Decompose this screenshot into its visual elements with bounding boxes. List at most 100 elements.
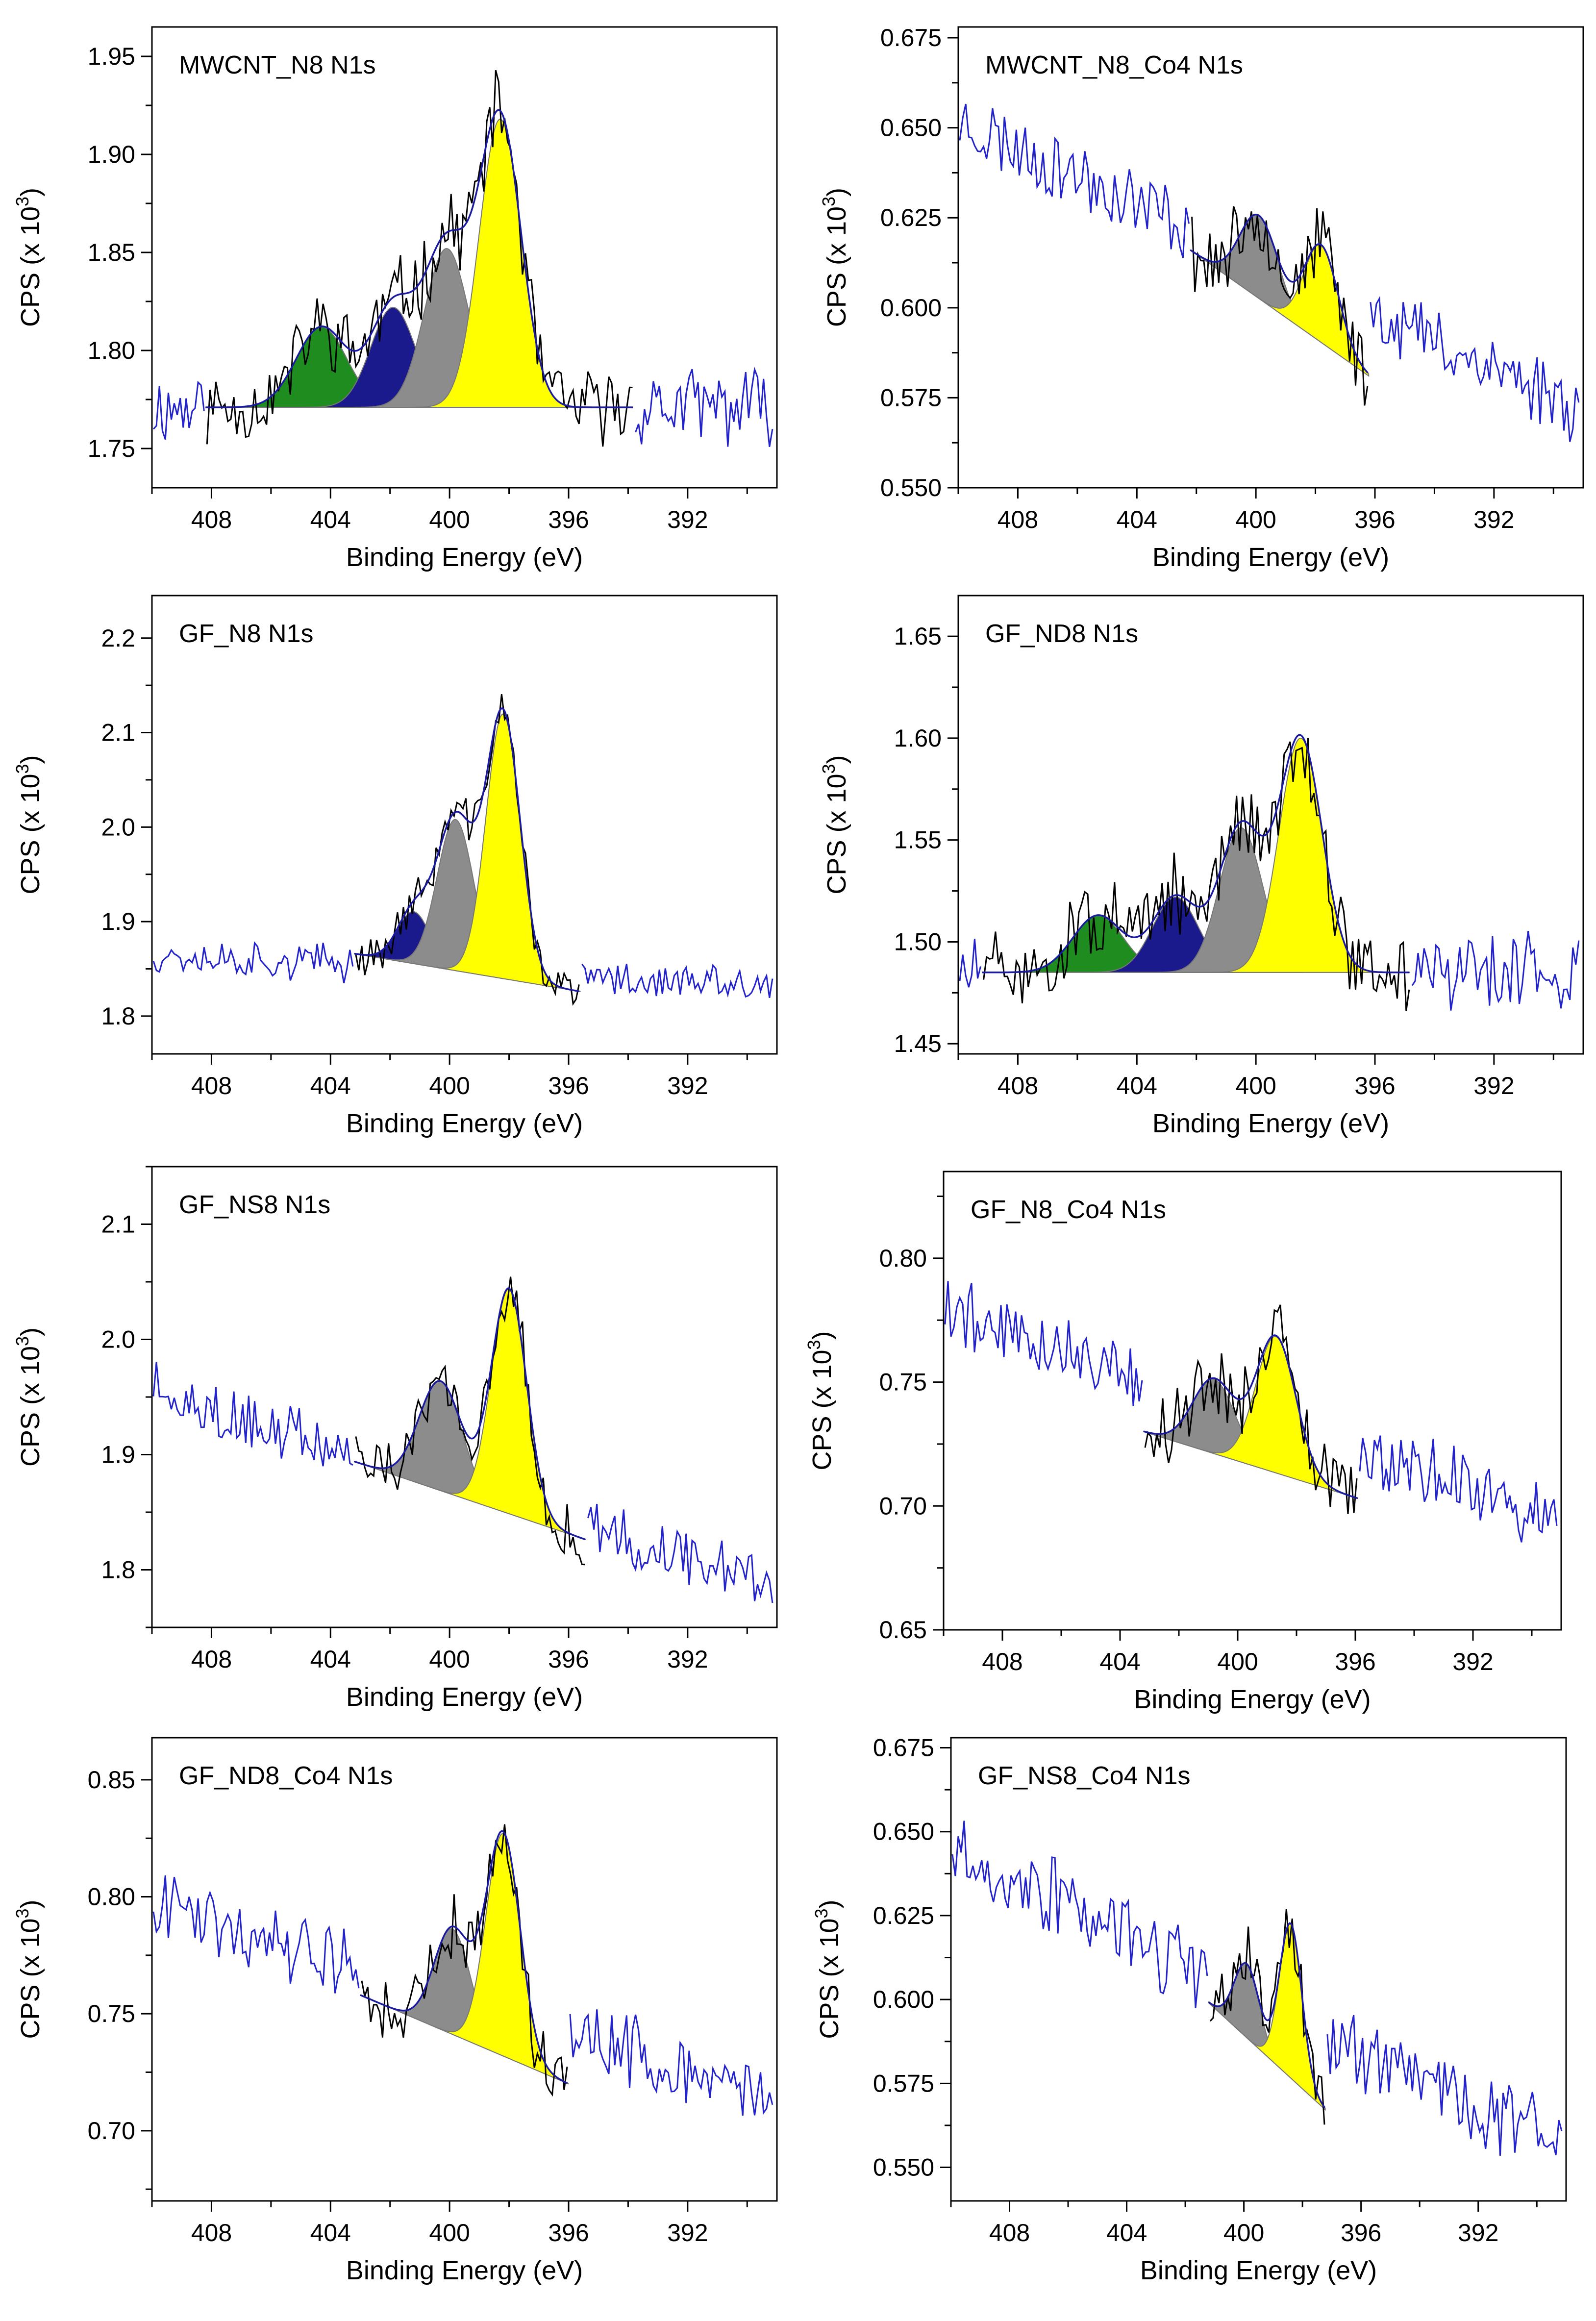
x-tick-label: 392	[667, 506, 708, 533]
y-tick-label: 1.8	[101, 1556, 135, 1584]
x-axis-title: Binding Energy (eV)	[1134, 1685, 1371, 1714]
plot-area-4	[959, 734, 1580, 1011]
x-tick-label: 400	[1235, 1072, 1276, 1099]
raw-spectrum-fit-window	[1191, 206, 1369, 406]
fit-envelope	[1208, 1922, 1326, 2108]
x-axis-title: Binding Energy (eV)	[346, 2256, 583, 2285]
plot-area-6	[944, 1281, 1558, 1543]
y-tick-label: 0.85	[88, 1766, 135, 1794]
x-tick-label: 396	[1354, 506, 1395, 533]
x-tick-label: 404	[1117, 1072, 1157, 1099]
raw-spectrum-right	[1326, 2015, 1563, 2156]
x-tick-label: 408	[989, 2219, 1030, 2246]
x-tick-label: 396	[548, 506, 589, 533]
raw-spectrum-left	[959, 939, 981, 988]
plot-area-7	[152, 1824, 773, 2116]
x-tick-label: 408	[191, 506, 232, 533]
y-tick-label: 2.2	[101, 624, 135, 652]
x-tick-label: 404	[1106, 2219, 1147, 2246]
x-tick-label: 400	[429, 506, 470, 533]
x-tick-label: 396	[548, 1072, 589, 1099]
raw-spectrum-left	[944, 1281, 1143, 1406]
x-tick-label: 400	[429, 2219, 470, 2246]
raw-spectrum-left	[152, 1362, 353, 1467]
raw-spectrum-left	[152, 941, 354, 983]
raw-spectrum-left	[959, 103, 1190, 258]
y-tick-label: 0.625	[880, 204, 942, 231]
fit-envelope	[354, 707, 580, 993]
y-tick-label: 0.80	[88, 1883, 135, 1911]
x-tick-label: 408	[191, 1646, 232, 1673]
y-axis-title: CPS (x 103)	[819, 188, 851, 327]
y-axis-title: CPS (x 103)	[804, 1331, 837, 1470]
plot-area-1	[152, 70, 773, 447]
y-axis-title: CPS (x 103)	[12, 1899, 45, 2039]
y-tick-label: 1.90	[88, 141, 135, 168]
fit-envelope	[1190, 213, 1369, 374]
y-tick-label: 0.65	[879, 1616, 927, 1644]
y-tick-label: 1.75	[88, 435, 135, 462]
plot-area-3	[152, 694, 773, 1006]
y-tick-label: 0.75	[88, 2000, 135, 2027]
y-tick-label: 1.50	[894, 928, 942, 955]
x-tick-label: 400	[429, 1646, 470, 1673]
panel-title: GF_NS8_Co4 N1s	[978, 1762, 1191, 1790]
raw-spectrum-fit-window	[355, 1276, 585, 1566]
x-tick-label: 404	[310, 2219, 351, 2246]
y-tick-label: 0.600	[873, 1986, 934, 2013]
fit-envelope	[205, 109, 633, 408]
y-tick-label: 0.550	[880, 474, 942, 501]
raw-spectrum-fit-window	[1144, 1304, 1358, 1515]
plot-area-5	[152, 1276, 773, 1603]
plot-frame	[957, 26, 1584, 489]
x-tick-label: 396	[1341, 2219, 1381, 2246]
x-tick-label: 400	[1223, 2219, 1264, 2246]
fit-peak-N1	[383, 118, 617, 408]
x-axis-title: Binding Energy (eV)	[1152, 1109, 1389, 1138]
panel-title: GF_ND8_Co4 N1s	[179, 1762, 393, 1790]
y-tick-label: 1.8	[101, 1002, 135, 1030]
x-tick-label: 392	[1473, 1072, 1514, 1099]
panel-title: GF_N8 N1s	[179, 620, 314, 648]
x-tick-label: 400	[1217, 1648, 1258, 1675]
x-axis-title: Binding Energy (eV)	[1140, 2256, 1377, 2285]
x-tick-label: 404	[310, 1646, 351, 1673]
x-tick-label: 400	[429, 1072, 470, 1099]
x-tick-label: 392	[667, 1646, 708, 1673]
y-tick-label: 1.9	[101, 908, 135, 935]
panel-title: GF_NS8 N1s	[179, 1191, 330, 1219]
x-axis-title: Binding Energy (eV)	[1152, 543, 1389, 572]
fit-peak-N1	[410, 1288, 587, 1541]
x-tick-label: 404	[310, 1072, 351, 1099]
y-tick-label: 1.95	[88, 43, 135, 70]
y-tick-label: 2.0	[101, 1326, 135, 1353]
x-tick-label: 392	[667, 2219, 708, 2246]
y-tick-label: 2.1	[101, 719, 135, 747]
y-tick-label: 0.600	[880, 294, 942, 322]
raw-spectrum-left	[152, 380, 205, 440]
fit-peak-N1	[407, 713, 581, 992]
y-tick-label: 2.0	[101, 813, 135, 841]
x-tick-label: 408	[982, 1648, 1022, 1675]
y-tick-label: 0.575	[880, 384, 942, 411]
plot-frame	[943, 1171, 1562, 1631]
x-tick-label: 404	[310, 506, 351, 533]
x-tick-label: 408	[191, 2219, 232, 2246]
y-tick-label: 0.675	[873, 1734, 934, 1762]
raw-spectrum-fit-window	[361, 1824, 568, 2097]
y-tick-label: 0.650	[880, 114, 942, 142]
y-tick-label: 1.80	[88, 337, 135, 364]
raw-spectrum-left	[951, 1821, 1208, 2008]
y-tick-label: 1.45	[894, 1030, 942, 1057]
raw-spectrum-left	[152, 1875, 360, 1994]
y-axis-title: CPS (x 103)	[12, 188, 45, 327]
x-tick-label: 392	[1458, 2219, 1498, 2246]
